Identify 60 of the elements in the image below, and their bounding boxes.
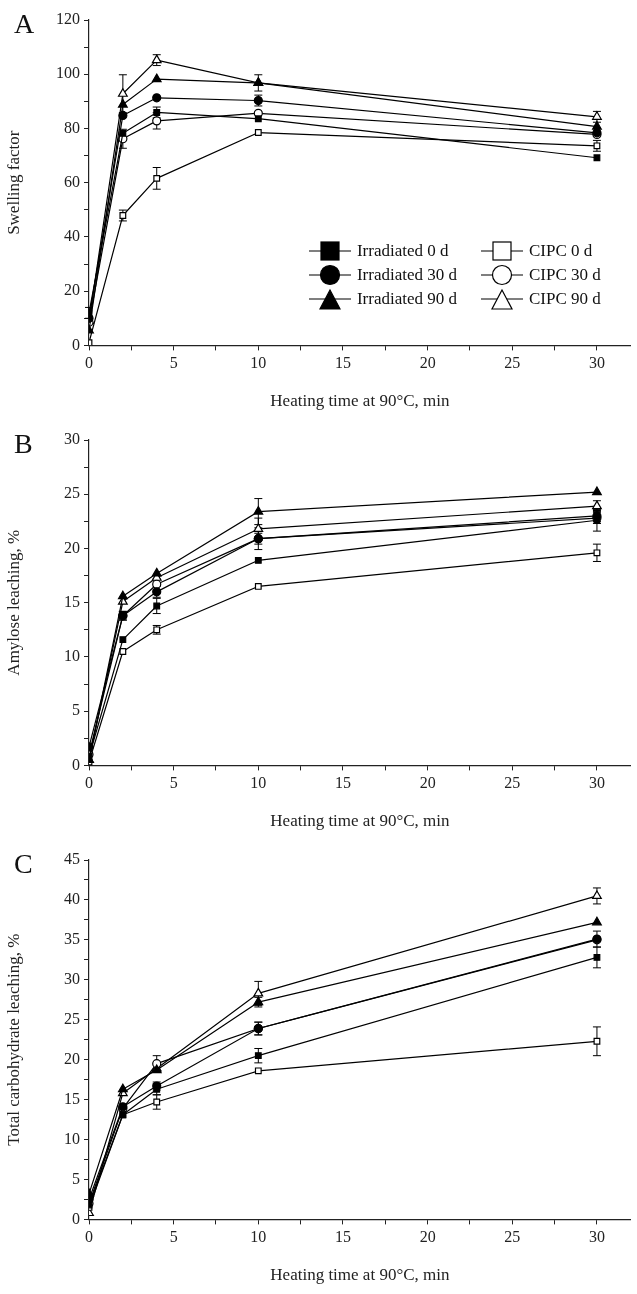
y-tick-label: 10: [64, 1129, 80, 1147]
x-tick-label: 15: [334, 774, 351, 792]
y-tick-label: 40: [64, 227, 80, 245]
x-tick-label: 20: [419, 1228, 436, 1246]
y-tick-label: 5: [72, 1169, 80, 1187]
y-tick-label: 80: [64, 118, 80, 136]
legend-label: Irradiated 30 d: [356, 265, 458, 286]
x-tick-label: 30: [588, 774, 605, 792]
x-tick-label: 0: [85, 354, 93, 372]
x-tick-label: 25: [504, 774, 521, 792]
x-tick-label: 25: [504, 354, 521, 372]
y-tick-label: 0: [72, 755, 80, 773]
y-tick-label: 30: [64, 970, 80, 987]
x-tick-label: 10: [250, 1228, 267, 1246]
x-axis-title: Heating time at 90°C, min: [270, 1265, 450, 1285]
y-tick-label: 10: [64, 647, 80, 665]
chart-title: A: [14, 8, 35, 40]
x-tick-label: 0: [85, 1228, 93, 1246]
y-tick-label: 25: [64, 1009, 80, 1027]
y-tick-label: 15: [64, 1089, 80, 1107]
y-tick-label: 20: [64, 538, 80, 556]
y-tick-label: 0: [72, 335, 80, 353]
x-axis-title: Heating time at 90°C, min: [270, 811, 450, 831]
x-tick-label: 30: [588, 354, 605, 372]
y-tick-label: 40: [64, 890, 80, 908]
x-tick-label: 30: [588, 1228, 605, 1246]
chart-title: C: [14, 848, 33, 880]
y-tick-label: 15: [64, 592, 80, 610]
y-tick-label: 120: [56, 10, 80, 28]
x-tick-label: 15: [334, 354, 351, 372]
x-tick-label: 5: [169, 354, 178, 372]
y-axis-title: Total carbohydrate leaching, %: [3, 933, 23, 1146]
y-tick-label: 0: [72, 1209, 80, 1227]
y-tick-label: 5: [72, 701, 80, 719]
legend-label: Irradiated 90 d: [356, 289, 458, 310]
legend-label: Irradiated 0 d: [356, 241, 449, 262]
y-tick-label: 100: [56, 64, 80, 82]
x-tick-label: 5: [169, 1228, 178, 1246]
x-tick-label: 20: [419, 354, 436, 372]
y-tick-label: 20: [64, 281, 80, 299]
legend-label: CIPC 30 d: [529, 265, 601, 286]
chart-title: B: [14, 428, 33, 460]
x-tick-label: 5: [169, 774, 178, 792]
x-tick-label: 0: [85, 774, 93, 792]
y-tick-label: 45: [64, 850, 80, 868]
x-tick-label: 15: [334, 1228, 351, 1246]
y-tick-label: 20: [64, 1049, 80, 1067]
y-tick-label: 30: [64, 430, 80, 448]
x-tick-label: 10: [250, 774, 267, 792]
y-tick-label: 25: [64, 484, 80, 502]
y-tick-label: 35: [64, 930, 80, 948]
x-tick-label: 25: [504, 1228, 521, 1246]
y-tick-label: 60: [64, 172, 80, 190]
legend-label: CIPC 0 d: [529, 241, 593, 262]
legend-label: CIPC 90 d: [529, 289, 601, 310]
x-tick-label: 10: [250, 354, 267, 372]
y-axis-title: Amylose leaching, %: [3, 529, 23, 676]
y-axis-title: Swelling factor: [3, 130, 23, 235]
x-axis-title: Heating time at 90°C, min: [270, 391, 450, 411]
x-tick-label: 20: [419, 774, 436, 792]
